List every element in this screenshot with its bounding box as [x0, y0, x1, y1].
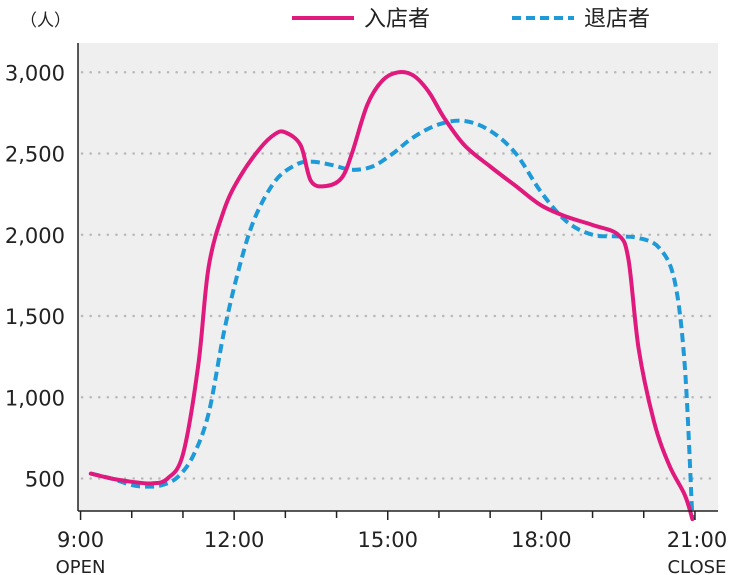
y-tick-label-4: 2,500 [5, 143, 65, 167]
x-axis-tick-labels: 9:00 OPEN 12:00 15:00 18:00 21:00 CLOSE [56, 528, 728, 575]
y-tick-label-1: 1,000 [5, 386, 65, 410]
x-tick-label-4: 21:00 [667, 528, 728, 552]
y-tick-label-5: 3,000 [5, 61, 65, 85]
axes [77, 43, 718, 520]
x-tick-sublabel-4: CLOSE [667, 557, 726, 575]
y-axis-unit-label: （人） [20, 11, 71, 31]
series-line-1 [90, 118, 695, 520]
series-lines [88, 69, 695, 522]
x-tick-label-1: 12:00 [204, 528, 265, 552]
y-tick-label-2: 1,500 [5, 305, 65, 329]
y-axis-tick-labels: 500 1,000 1,500 2,000 2,500 3,000 [5, 61, 65, 491]
y-tick-label-3: 2,000 [5, 224, 65, 248]
x-tick-sublabel-0: OPEN [56, 557, 106, 575]
x-tick-label-0: 9:00 [57, 528, 104, 552]
y-tick-label-0: 500 [25, 468, 65, 492]
plot-area [78, 43, 718, 511]
x-tick-label-2: 15:00 [357, 528, 418, 552]
legend: 入店者 退店者 [292, 7, 650, 32]
series-line-0 [88, 69, 695, 522]
x-tick-label-3: 18:00 [511, 528, 572, 552]
legend-label-0: 入店者 [364, 7, 430, 32]
legend-label-1: 退店者 [584, 7, 650, 32]
